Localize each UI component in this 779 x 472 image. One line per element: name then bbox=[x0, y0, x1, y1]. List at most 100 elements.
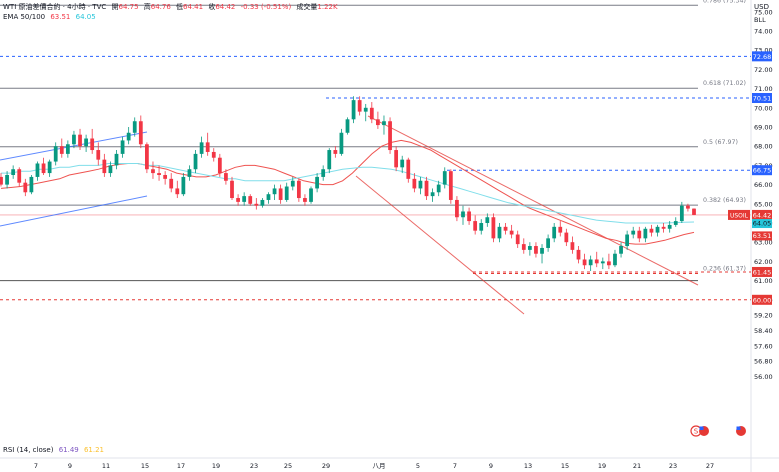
symbol-title[interactable]: WTI 原油差價合約 · 4小時 · TVC bbox=[3, 3, 107, 11]
candle-body bbox=[35, 163, 40, 177]
time-tick: 19 bbox=[598, 462, 606, 470]
candle-body bbox=[126, 132, 131, 141]
event-icons[interactable]: S bbox=[690, 425, 746, 437]
candle-body bbox=[138, 121, 143, 145]
level-badge bbox=[752, 294, 772, 305]
candle-body bbox=[333, 150, 338, 154]
candle-body bbox=[607, 261, 611, 266]
ohlc-high-label: 高 bbox=[143, 3, 151, 11]
symbol-badge-text: USOIL bbox=[730, 212, 749, 219]
candle-body bbox=[436, 184, 441, 193]
volume-label: 成交量 bbox=[296, 3, 318, 11]
ema-legend[interactable]: EMA 50/100 63.51 64.05 bbox=[3, 13, 99, 21]
channel-down-lower[interactable] bbox=[355, 175, 525, 315]
candle-body bbox=[394, 150, 399, 168]
fib-label-2: 0.5 (67.97) bbox=[703, 139, 738, 146]
candle-body bbox=[315, 176, 319, 189]
price-tick: 69.00 bbox=[754, 124, 773, 132]
rsi-value-2: 61.21 bbox=[83, 446, 105, 454]
candle-body bbox=[570, 242, 575, 250]
candle-body bbox=[309, 188, 313, 202]
candle-body bbox=[29, 176, 34, 193]
candle-body bbox=[339, 132, 344, 154]
price-tick: 66.00 bbox=[754, 181, 773, 189]
candle-body bbox=[254, 203, 259, 206]
candle-body bbox=[163, 175, 168, 179]
candle-body bbox=[303, 198, 307, 202]
time-axis[interactable]: 7 9 11 15 17 19 23 25 29 八月 5 7 9 13 15 19 21 23 27 bbox=[0, 457, 779, 470]
symbol-badge bbox=[728, 209, 750, 220]
candle-body bbox=[455, 199, 459, 218]
candle-body bbox=[588, 259, 593, 266]
ohlc-open-value: 64.75 bbox=[118, 3, 139, 11]
candle-body bbox=[527, 246, 532, 250]
ema100-badge-text: 64.05 bbox=[753, 220, 772, 228]
fib-label-1: 0.618 (71.02) bbox=[703, 80, 746, 87]
price-tick: 75.00 bbox=[754, 8, 773, 16]
time-tick: 八月 bbox=[373, 462, 386, 470]
candle-body bbox=[673, 221, 678, 225]
time-tick: 7 bbox=[34, 462, 38, 470]
price-tick: 62.00 bbox=[754, 258, 773, 266]
candle-body bbox=[582, 259, 587, 266]
candle-body bbox=[692, 208, 696, 215]
candle-body bbox=[376, 119, 380, 126]
candle-body bbox=[211, 151, 216, 158]
time-tick: 13 bbox=[524, 462, 532, 470]
candle-body bbox=[382, 121, 386, 126]
currency-label[interactable]: USD bbox=[754, 3, 769, 11]
price-tick: 70.00 bbox=[754, 104, 773, 112]
candle-body bbox=[284, 186, 289, 200]
candle-body bbox=[485, 217, 490, 223]
ema-label[interactable]: EMA 50/100 bbox=[3, 13, 46, 21]
candle-body bbox=[72, 134, 76, 145]
candle-body bbox=[199, 142, 204, 154]
candle-body bbox=[53, 146, 58, 162]
candle-body bbox=[473, 221, 478, 231]
candle-body bbox=[546, 238, 550, 248]
candle-body bbox=[509, 230, 514, 235]
ohlc-low-label: 低 bbox=[176, 3, 184, 11]
candle-body bbox=[260, 199, 265, 206]
candle-body bbox=[461, 211, 465, 218]
candle-body bbox=[442, 171, 447, 185]
symbol-legend[interactable]: WTI 原油差價合約 · 4小時 · TVC 開64.75 高64.76 低64… bbox=[3, 2, 341, 12]
candle-body bbox=[205, 142, 210, 152]
level-badge-text: 70.51 bbox=[753, 95, 772, 103]
candle-body bbox=[145, 144, 149, 170]
candle-body bbox=[296, 180, 301, 199]
candle-body bbox=[47, 161, 52, 174]
channel-up-lower[interactable] bbox=[0, 195, 148, 227]
fib-label-0: 0.786 (75.34) bbox=[703, 0, 746, 4]
candle-body bbox=[90, 138, 95, 151]
candle-body bbox=[65, 144, 70, 154]
candle-body bbox=[351, 100, 356, 120]
price-tick: 72.00 bbox=[754, 66, 773, 74]
channel-down-upper[interactable] bbox=[367, 115, 699, 286]
candle-body bbox=[114, 153, 119, 166]
axis-mode-label[interactable]: BLL bbox=[754, 16, 766, 24]
candle-body bbox=[631, 230, 636, 235]
level-badge bbox=[752, 93, 772, 104]
rsi-label[interactable]: RSI (14, close) bbox=[3, 446, 54, 454]
candle-body bbox=[23, 182, 28, 193]
candle-body bbox=[363, 107, 368, 112]
candle-body bbox=[430, 192, 435, 197]
ohlc-open-label: 開 bbox=[111, 3, 119, 11]
ohlc-low-value: 64.41 bbox=[183, 3, 204, 11]
candle-body bbox=[594, 259, 599, 264]
candle-body bbox=[643, 228, 648, 239]
candle-body bbox=[169, 178, 174, 189]
candle-body bbox=[448, 171, 453, 200]
candle-body bbox=[467, 211, 471, 222]
time-tick: 27 bbox=[706, 462, 714, 470]
candle-body bbox=[132, 121, 137, 133]
fib-label-4: 0.236 (61.37) bbox=[703, 265, 746, 272]
us-flag-icon-right-canton bbox=[736, 426, 741, 430]
candle-body bbox=[503, 226, 508, 231]
rsi-legend[interactable]: RSI (14, close) 61.49 61.21 bbox=[3, 446, 107, 454]
candle-body bbox=[78, 134, 82, 147]
